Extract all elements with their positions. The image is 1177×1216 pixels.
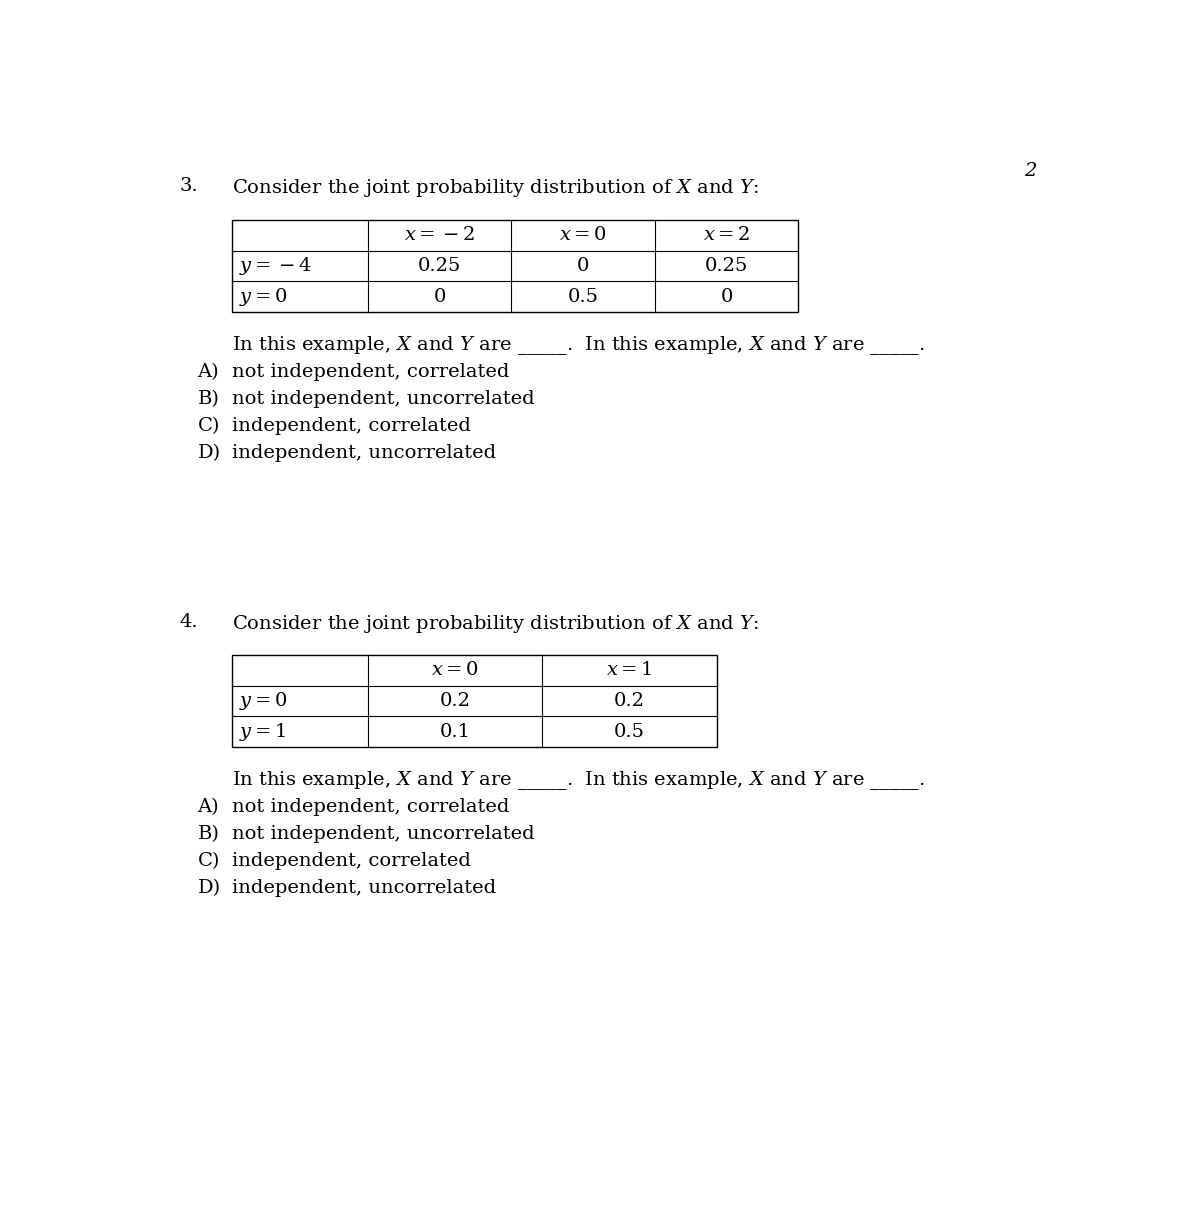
- Text: In this example, $X$ and $Y$ are _____.  In this example, $X$ and $Y$ are _____.: In this example, $X$ and $Y$ are _____. …: [232, 334, 925, 356]
- Text: 0.5: 0.5: [614, 722, 645, 741]
- Text: A): A): [198, 364, 219, 381]
- Text: A): A): [198, 798, 219, 816]
- Text: not independent, correlated: not independent, correlated: [232, 798, 510, 816]
- Bar: [232, 655, 717, 748]
- Text: independent, uncorrelated: independent, uncorrelated: [232, 444, 497, 462]
- Text: not independent, uncorrelated: not independent, uncorrelated: [232, 826, 536, 843]
- Text: D): D): [198, 444, 220, 462]
- Text: 3.: 3.: [180, 178, 199, 196]
- Text: not independent, uncorrelated: not independent, uncorrelated: [232, 390, 536, 409]
- Text: B): B): [198, 826, 219, 843]
- Text: 0.2: 0.2: [614, 692, 645, 710]
- Text: $y = 1$: $y = 1$: [239, 721, 286, 743]
- Text: $x = -2$: $x = -2$: [404, 226, 476, 244]
- Text: Consider the joint probability distribution of $X$ and $Y$:: Consider the joint probability distribut…: [232, 613, 759, 635]
- Text: C): C): [198, 852, 220, 869]
- Text: independent, correlated: independent, correlated: [232, 417, 471, 435]
- Text: C): C): [198, 417, 220, 435]
- Text: $y = 0$: $y = 0$: [239, 691, 287, 713]
- Text: independent, correlated: independent, correlated: [232, 852, 471, 869]
- Text: B): B): [198, 390, 219, 409]
- Text: 4.: 4.: [180, 613, 198, 631]
- Text: independent, uncorrelated: independent, uncorrelated: [232, 879, 497, 897]
- Text: 0.2: 0.2: [440, 692, 471, 710]
- Text: $x = 1$: $x = 1$: [606, 662, 653, 680]
- Text: D): D): [198, 879, 220, 897]
- Text: $x = 2$: $x = 2$: [703, 226, 750, 244]
- Text: 0: 0: [720, 288, 732, 306]
- Text: 0: 0: [433, 288, 446, 306]
- Bar: [232, 220, 798, 313]
- Text: 0.25: 0.25: [418, 257, 461, 275]
- Text: 0.5: 0.5: [567, 288, 599, 306]
- Text: 0: 0: [577, 257, 590, 275]
- Text: Consider the joint probability distribution of $X$ and $Y$:: Consider the joint probability distribut…: [232, 178, 759, 199]
- Text: 0.1: 0.1: [440, 722, 471, 741]
- Text: $y = -4$: $y = -4$: [239, 255, 311, 277]
- Text: $x = 0$: $x = 0$: [559, 226, 607, 244]
- Text: $x = 0$: $x = 0$: [431, 662, 479, 680]
- Text: 2: 2: [1024, 162, 1037, 180]
- Text: In this example, $X$ and $Y$ are _____.  In this example, $X$ and $Y$ are _____.: In this example, $X$ and $Y$ are _____. …: [232, 769, 925, 792]
- Text: 0.25: 0.25: [705, 257, 749, 275]
- Text: not independent, correlated: not independent, correlated: [232, 364, 510, 381]
- Text: $y = 0$: $y = 0$: [239, 286, 287, 308]
